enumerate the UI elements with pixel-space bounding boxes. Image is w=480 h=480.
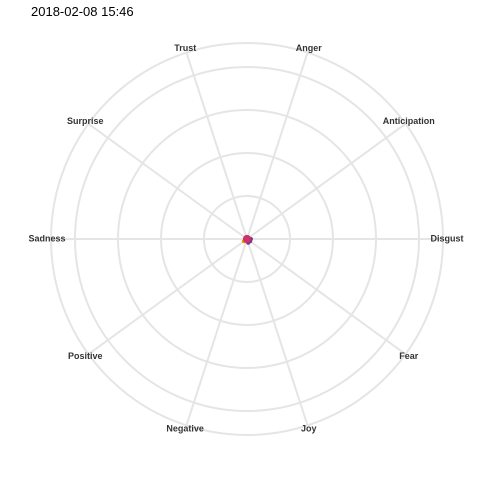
axis-label-anticipation: Anticipation bbox=[383, 116, 435, 126]
chart-title: 2018-02-08 15:46 bbox=[31, 4, 134, 19]
spoke-anger bbox=[246, 52, 309, 240]
series-3-point-fear bbox=[246, 238, 251, 243]
axis-label-negative: Negative bbox=[166, 424, 204, 434]
spoke-trust bbox=[185, 52, 248, 240]
axis-label-positive: Positive bbox=[68, 351, 103, 361]
spoke-surprise bbox=[87, 122, 248, 240]
axis-labels: Disgust Anticipation Anger Trust Surprise Sad… bbox=[28, 43, 463, 433]
spoke-joy bbox=[246, 238, 309, 426]
axis-label-anger: Anger bbox=[296, 43, 323, 53]
radar-grid bbox=[50, 42, 444, 436]
spoke-negative bbox=[185, 238, 248, 426]
spoke-fear bbox=[246, 238, 407, 356]
axis-label-surprise: Surprise bbox=[67, 116, 104, 126]
spoke-anticipation bbox=[246, 122, 407, 240]
axis-label-disgust: Disgust bbox=[430, 233, 463, 243]
axis-label-joy: Joy bbox=[301, 424, 317, 434]
data-series bbox=[241, 235, 253, 245]
axis-label-trust: Trust bbox=[174, 43, 196, 53]
spoke-positive bbox=[87, 238, 248, 356]
axis-label-fear: Fear bbox=[399, 351, 419, 361]
axis-label-sadness: Sadness bbox=[28, 233, 65, 243]
